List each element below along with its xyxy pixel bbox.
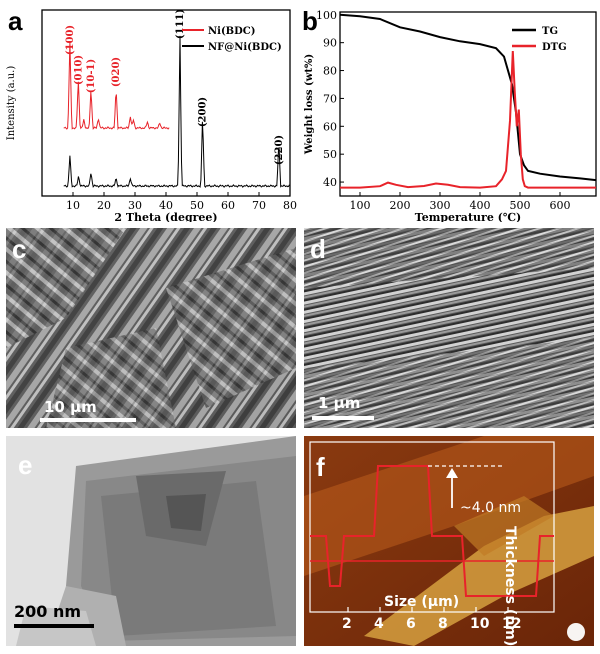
- scale-bar-d: [312, 416, 374, 420]
- x-tick-label: 10: [66, 199, 80, 212]
- x-tick-label: 60: [221, 199, 235, 212]
- legend-entry: Ni(BDC): [208, 26, 256, 37]
- afm-x-tick-label: 8: [438, 616, 448, 632]
- tg-line: [339, 13, 597, 182]
- x-tick-label: 50: [190, 199, 204, 212]
- panel-label-b: b: [302, 6, 318, 36]
- x-tick-label: 30: [128, 199, 142, 212]
- y-axis-label: Intensity (a.u.): [6, 66, 17, 141]
- y-tick-label: 40: [323, 176, 337, 189]
- panel-label-a: a: [8, 6, 23, 36]
- y-tick-label: 60: [323, 120, 337, 133]
- peak-label-ni-bdc: (020): [111, 57, 122, 87]
- scale-bar-label-d: 1 μm: [318, 394, 361, 412]
- tga-chart: 100 200 300 400 500 600 40 50 60 70 80 90 100 Tempera…: [304, 9, 597, 224]
- peak-label-nf-ni-bdc: (200): [198, 97, 209, 127]
- sem-texture-d: [304, 228, 594, 428]
- sem-image-d: d 1 μm: [304, 228, 594, 428]
- panel-label-c: c: [12, 234, 27, 264]
- x-tick-label: 80: [283, 199, 297, 212]
- x-axis-label: 2 Theta (degree): [114, 211, 217, 222]
- x-tick-label: 40: [159, 199, 173, 212]
- plot-frame: [339, 11, 597, 197]
- y-tick-label: 80: [323, 65, 337, 78]
- peak-label-nf-ni-bdc: (220): [274, 135, 285, 165]
- legend-entry: DTG: [542, 42, 567, 53]
- y-tick-label: 70: [323, 92, 337, 105]
- xrd-chart: 10 20 30 40 50 60 70 80 2 Theta (degree) Intensit…: [6, 9, 297, 224]
- afm-profile-f: [304, 436, 594, 646]
- x-tick-label: 20: [97, 199, 111, 212]
- tem-image-e: e 200 nm: [6, 436, 296, 646]
- afm-x-tick-label: 12: [502, 616, 522, 632]
- afm-x-tick-label: 6: [406, 616, 416, 632]
- x-tick-label: 100: [350, 199, 371, 212]
- afm-x-tick-label: 2: [342, 616, 352, 632]
- y-axis-label: Weight loss (wt%): [304, 54, 315, 155]
- afm-step-height: ~4.0 nm: [460, 500, 521, 516]
- panel-a: 10 20 30 40 50 60 70 80 2 Theta (degree) Intensit…: [0, 0, 300, 224]
- x-tick-label: 600: [550, 199, 571, 212]
- peak-label-ni-bdc: (100): [65, 25, 76, 55]
- y-tick-label: 100: [316, 9, 337, 22]
- scale-bar-c: [40, 418, 136, 422]
- x-tick-label: 500: [510, 199, 531, 212]
- ni-bdc-line: [63, 41, 170, 131]
- dtg-line: [340, 50, 596, 189]
- panel-label-e: e: [18, 450, 33, 480]
- scale-bar-e: [14, 624, 94, 628]
- tem-texture-e: [6, 436, 296, 646]
- x-tick-label: 300: [430, 199, 451, 212]
- panel-label-d: d: [310, 234, 326, 264]
- peak-label-ni-bdc: (010): [73, 55, 84, 85]
- x-tick-label: 200: [390, 199, 411, 212]
- y-tick-label: 90: [323, 37, 337, 50]
- nf-ni-bdc-line: [63, 35, 291, 188]
- legend-entry: NF@Ni(BDC): [208, 42, 282, 53]
- afm-x-tick-label: 10: [470, 616, 490, 632]
- scale-bar-label-c: 10 μm: [44, 398, 97, 416]
- afm-x-label: Size (μm): [384, 594, 460, 610]
- peak-label-ni-bdc: (10-1): [86, 59, 97, 94]
- panel-label-f: f: [316, 452, 325, 482]
- x-tick-label: 70: [252, 199, 266, 212]
- y-tick-label: 50: [323, 148, 337, 161]
- scale-bar-label-e: 200 nm: [14, 602, 82, 621]
- sem-image-c: c 10 μm: [6, 228, 296, 428]
- x-tick-label: 400: [470, 199, 491, 212]
- afm-x-tick-label: 4: [374, 616, 384, 632]
- sem-texture-c: [6, 228, 296, 428]
- x-axis-label: Temperature (℃): [415, 211, 521, 222]
- peak-label-nf-ni-bdc: (111): [175, 9, 186, 39]
- legend-entry: TG: [542, 26, 558, 37]
- panel-b: 100 200 300 400 500 600 40 50 60 70 80 90 100 Tempera…: [300, 0, 600, 224]
